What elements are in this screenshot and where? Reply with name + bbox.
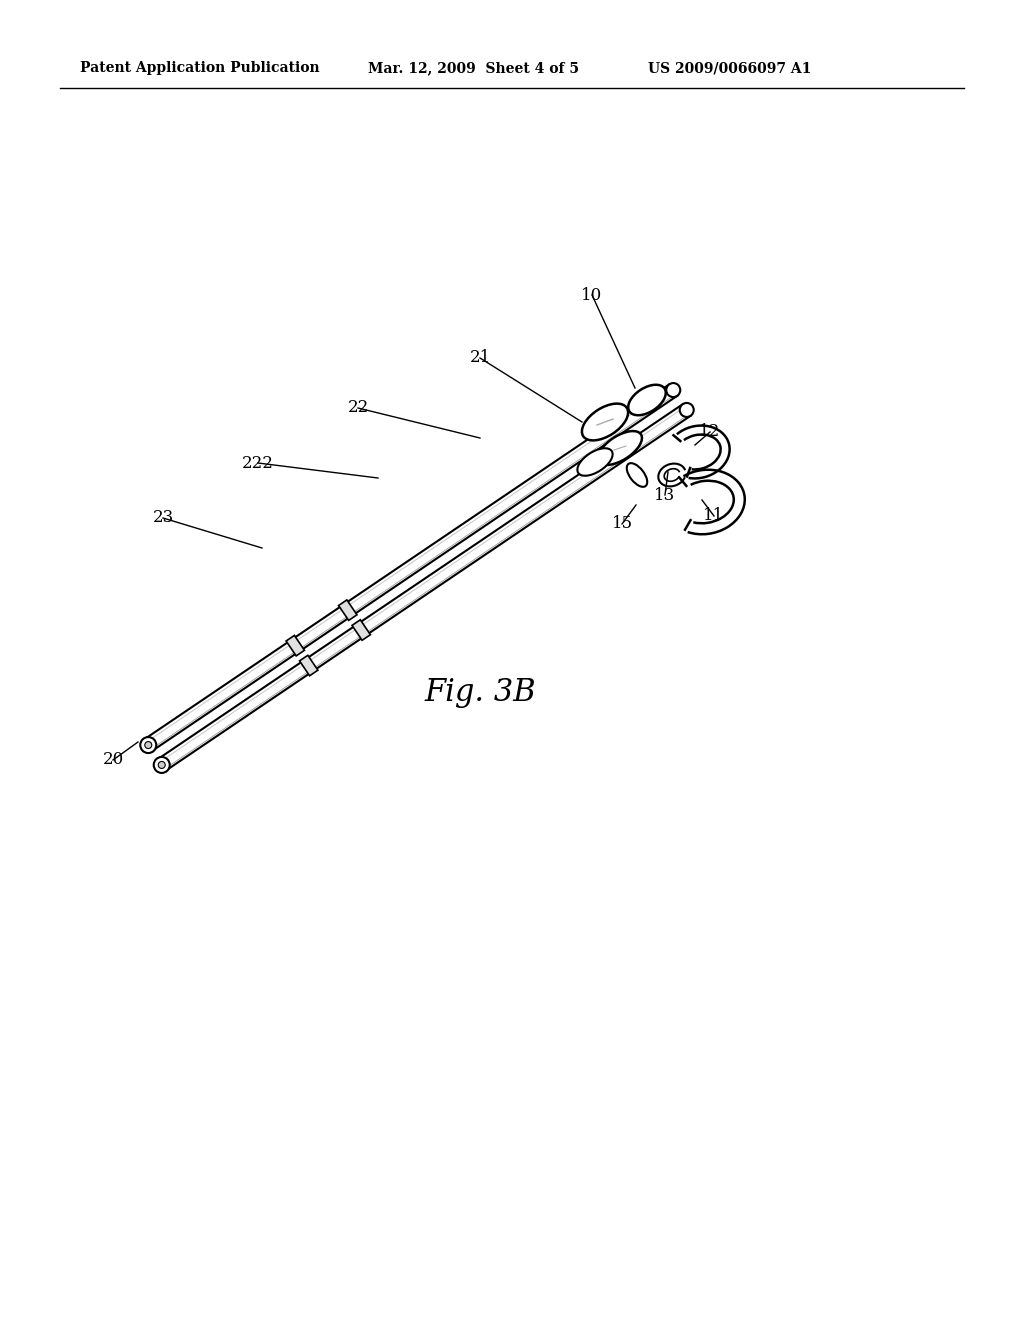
Polygon shape <box>286 635 304 656</box>
Text: 11: 11 <box>703 507 725 524</box>
Polygon shape <box>158 404 690 771</box>
Text: 12: 12 <box>699 424 721 441</box>
Polygon shape <box>300 655 317 676</box>
Polygon shape <box>352 620 371 640</box>
Text: Mar. 12, 2009  Sheet 4 of 5: Mar. 12, 2009 Sheet 4 of 5 <box>368 61 579 75</box>
Text: 20: 20 <box>102 751 124 768</box>
Ellipse shape <box>680 403 693 417</box>
Circle shape <box>144 742 152 748</box>
Ellipse shape <box>627 463 647 487</box>
Text: 10: 10 <box>582 286 603 304</box>
Ellipse shape <box>628 384 666 416</box>
Ellipse shape <box>582 404 628 441</box>
Ellipse shape <box>578 449 612 475</box>
Text: US 2009/0066097 A1: US 2009/0066097 A1 <box>648 61 811 75</box>
Text: 13: 13 <box>654 487 676 503</box>
Ellipse shape <box>667 383 680 397</box>
Text: 23: 23 <box>153 510 174 527</box>
Text: 222: 222 <box>242 454 274 471</box>
Polygon shape <box>144 384 677 751</box>
Polygon shape <box>339 599 357 620</box>
Circle shape <box>154 756 170 774</box>
Text: Fig. 3B: Fig. 3B <box>424 677 536 709</box>
Text: 21: 21 <box>469 350 490 367</box>
Text: 15: 15 <box>611 516 633 532</box>
Text: 22: 22 <box>347 400 369 417</box>
Circle shape <box>159 762 165 768</box>
Ellipse shape <box>598 432 642 465</box>
Circle shape <box>140 737 157 752</box>
Text: Patent Application Publication: Patent Application Publication <box>80 61 319 75</box>
